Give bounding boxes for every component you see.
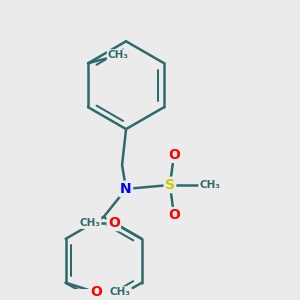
Text: O: O [90, 285, 102, 299]
Text: S: S [165, 178, 175, 192]
Text: N: N [120, 182, 132, 196]
Text: O: O [168, 208, 180, 222]
Text: CH₃: CH₃ [108, 50, 129, 60]
Text: O: O [168, 148, 180, 162]
Text: O: O [108, 216, 120, 230]
Text: CH₃: CH₃ [200, 180, 220, 190]
Text: CH₃: CH₃ [110, 287, 130, 297]
Text: CH₃: CH₃ [79, 218, 100, 228]
